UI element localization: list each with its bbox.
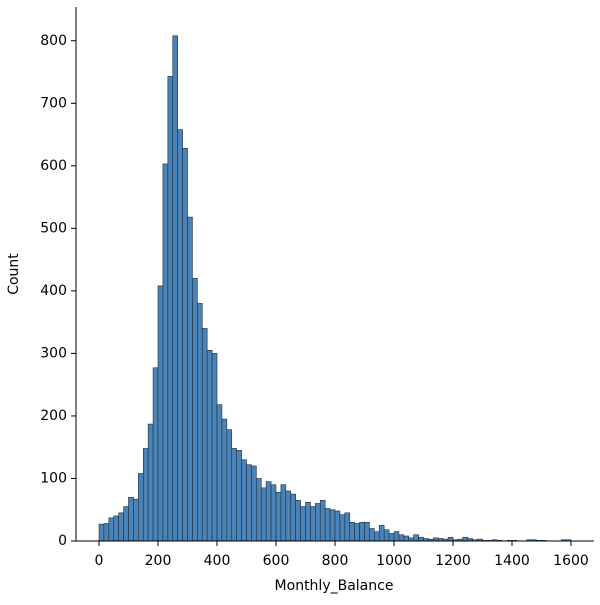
bar <box>349 521 355 542</box>
bar <box>324 508 331 542</box>
bar <box>256 478 262 542</box>
bar <box>369 528 375 542</box>
bar <box>305 501 311 542</box>
bar <box>177 129 183 542</box>
bar <box>197 303 203 542</box>
y-tick-label: 800 <box>40 33 67 49</box>
x-tick-label: 200 <box>145 553 172 569</box>
x-tick-label: 0 <box>95 553 104 569</box>
bar <box>310 506 316 542</box>
x-tick-label: 1600 <box>553 553 589 569</box>
bar <box>354 523 360 542</box>
bar <box>201 328 208 542</box>
bar <box>295 500 301 542</box>
bar <box>226 429 233 542</box>
bar <box>315 503 321 542</box>
bar <box>339 514 346 542</box>
bar <box>334 510 341 542</box>
bar <box>118 512 124 542</box>
bar <box>192 278 198 542</box>
bar <box>447 536 454 542</box>
bar <box>187 216 193 542</box>
bar <box>221 418 228 542</box>
bar <box>462 536 469 542</box>
bar <box>251 465 257 542</box>
bar <box>98 523 105 542</box>
y-axis-label: Count <box>6 253 22 295</box>
bar <box>133 498 139 542</box>
y-tick-label: 400 <box>40 283 67 299</box>
bar <box>364 521 370 542</box>
bar <box>403 535 410 542</box>
bar <box>123 506 129 542</box>
bar <box>147 423 154 542</box>
bar <box>413 534 419 542</box>
bar <box>142 448 149 542</box>
y-tick-label: 0 <box>58 533 67 549</box>
y-tick-label: 700 <box>40 95 67 111</box>
bar <box>152 367 159 542</box>
x-tick-label: 400 <box>204 553 231 569</box>
x-tick-label: 1200 <box>435 553 471 569</box>
bar <box>329 509 336 542</box>
bar <box>206 349 213 542</box>
bar <box>103 523 110 542</box>
bar <box>138 473 144 542</box>
bar <box>113 515 119 542</box>
bar <box>236 450 242 542</box>
x-tick-label: 1000 <box>376 553 412 569</box>
bar <box>374 531 380 542</box>
bar <box>241 459 247 542</box>
x-tick-label: 1400 <box>494 553 530 569</box>
bar <box>359 521 365 542</box>
y-tick-label: 100 <box>40 470 67 486</box>
bar <box>275 491 282 542</box>
x-axis-label: Monthly_Balance <box>275 578 394 594</box>
bar <box>383 529 390 542</box>
bar <box>418 536 424 542</box>
x-tick-label: 800 <box>322 553 349 569</box>
y-tick-label: 200 <box>40 408 67 424</box>
bar <box>182 148 188 542</box>
bar <box>285 490 292 542</box>
bar <box>344 512 351 542</box>
bar <box>157 285 164 542</box>
y-tick-label: 600 <box>40 158 67 174</box>
bar <box>167 76 174 542</box>
bar <box>393 531 400 542</box>
bar <box>265 481 272 542</box>
x-tick-label: 600 <box>263 553 290 569</box>
bar <box>270 484 277 542</box>
y-tick-label: 300 <box>40 345 67 361</box>
bar <box>398 534 405 542</box>
bar <box>211 353 218 542</box>
bar <box>128 496 134 542</box>
bar <box>260 487 267 542</box>
bar <box>231 448 237 542</box>
bar <box>388 533 395 542</box>
y-tick-label: 500 <box>40 220 67 236</box>
bar <box>319 500 326 542</box>
bar <box>280 484 287 542</box>
bar <box>290 493 296 542</box>
bar <box>172 35 178 542</box>
bar <box>162 163 169 542</box>
bar <box>378 525 385 542</box>
bar <box>108 517 115 542</box>
bar <box>300 506 306 542</box>
bar <box>246 464 252 542</box>
bar <box>216 404 223 542</box>
